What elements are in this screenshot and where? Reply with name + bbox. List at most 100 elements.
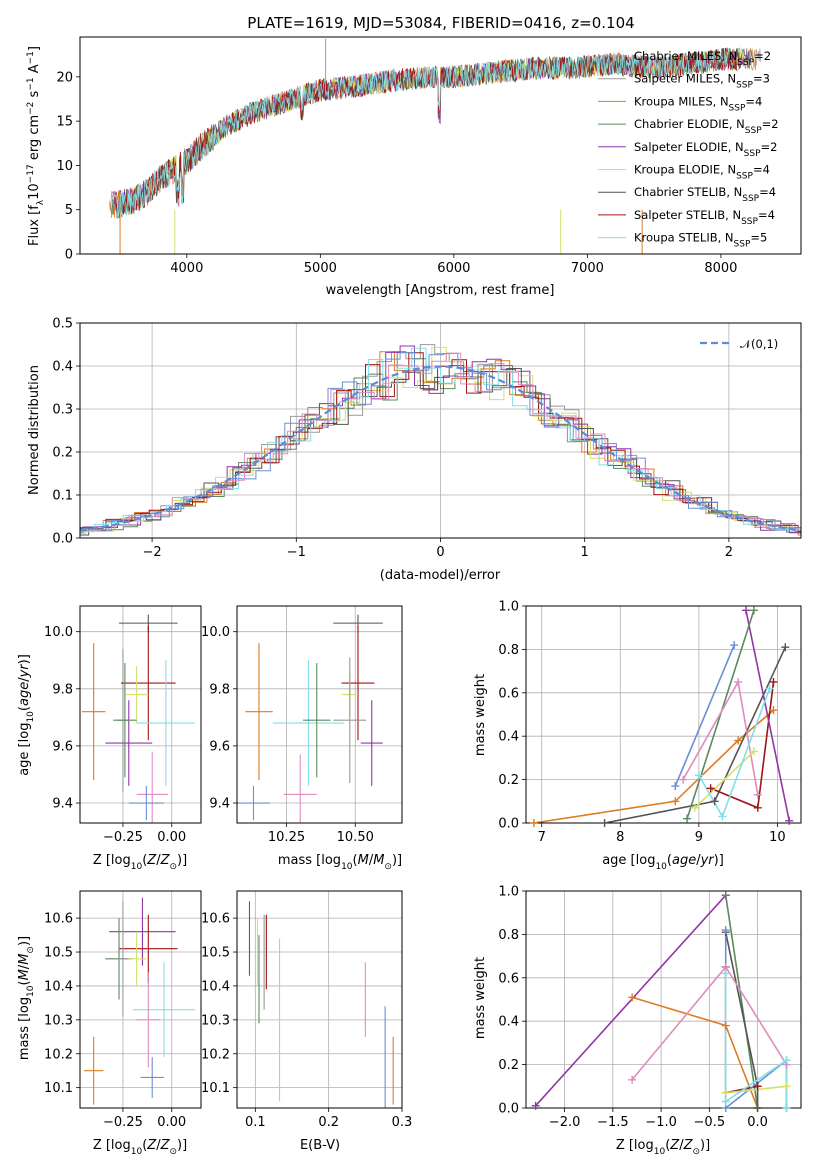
mass-vs-Z-panel-frame: [79, 890, 202, 1109]
y-tick-label: 1.0: [498, 885, 519, 900]
y-tick-label: 10.4: [44, 979, 73, 994]
y-tick-label: 0.0: [498, 817, 519, 832]
normal-curve: [80, 365, 801, 532]
histogram-step: [80, 352, 801, 531]
weight-line: [745, 610, 790, 821]
residual-panel-plot: [80, 344, 801, 537]
y-tick-label: 0.8: [498, 643, 519, 658]
y-tick-label: 10.0: [201, 625, 230, 640]
plus-marker: [721, 1021, 730, 1030]
legend-entry: Kroupa ELODIE, NSSP=4: [634, 163, 770, 182]
plus-marker: [753, 1082, 762, 1091]
y-tick-label: 10: [56, 159, 73, 174]
weight-vs-age-panel: 7 8 9 10 0.0 0.2 0.4 0.6 0.8 1.0 age [log10(age/yr…: [473, 600, 802, 872]
y-axis-label: age [log10(age/yr)]: [17, 654, 36, 776]
plus-marker: [749, 747, 758, 756]
x-axis-label: Z [log10(Z/Z⊙)]: [93, 1138, 187, 1157]
residual-panel: −2 −1 0 1 2 0.0 0.1 0.2 0.3 0.4 0.5 𝒩(0,1) (data-mod…: [27, 317, 802, 583]
mass-vs-ebv-panel: 0.1 0.2 0.3 10.1 10.2 10.3 10.4 10.5 10.6 E(B-V): [201, 890, 412, 1153]
y-tick-label: 9.6: [209, 739, 230, 754]
histogram-step: [80, 352, 801, 534]
x-tick-label: −1.0: [645, 1115, 677, 1130]
mass-vs-ebv-panel-plot: [248, 901, 394, 1108]
plus-marker: [721, 891, 730, 900]
y-tick-label: 10.6: [201, 912, 230, 927]
y-tick-label: 10.2: [44, 1047, 73, 1062]
legend-entry: Kroupa STELIB, NSSP=5: [634, 231, 767, 250]
x-axis-label: (data-model)/error: [380, 568, 501, 583]
plus-marker: [782, 1082, 791, 1091]
weight-vs-age-panel-frame: [525, 605, 802, 824]
spectrum-legend: Chabrier MILES, NSSP=2 Salpeter MILES, NS…: [598, 49, 779, 250]
figure-title: PLATE=1619, MJD=53084, FIBERID=0416, z=0…: [247, 14, 634, 32]
x-axis-label: Z [log10(Z/Z⊙)]: [93, 853, 187, 872]
x-tick-label: 10: [769, 830, 786, 845]
plus-marker: [628, 993, 637, 1002]
legend-entry: Salpeter MILES, NSSP=3: [634, 72, 770, 91]
x-tick-label: 0.00: [157, 1115, 186, 1130]
y-axis-label: mass weight: [473, 674, 488, 756]
y-tick-label: 0.6: [498, 686, 519, 701]
y-tick-label: 0.4: [498, 1015, 519, 1030]
y-tick-label: 0.2: [498, 1058, 519, 1073]
x-tick-label: 8: [616, 830, 624, 845]
y-tick-label: 0.1: [52, 489, 73, 504]
x-axis-label: wavelength [Angstrom, rest frame]: [326, 283, 555, 298]
plus-marker: [753, 803, 762, 812]
y-tick-label: 0.8: [498, 928, 519, 943]
y-tick-label: 15: [56, 115, 73, 130]
age-vs-Z-panel-frame: [79, 605, 202, 824]
plus-marker: [753, 790, 762, 799]
plus-marker: [721, 969, 730, 978]
x-tick-label: 10.25: [268, 830, 305, 845]
y-axis-label: Flux [fλ10−17 erg cm−2 s−1 A−1]: [26, 46, 46, 246]
x-tick-label: 0.2: [318, 1115, 339, 1130]
spectrum-line: [116, 47, 734, 217]
plus-marker: [734, 677, 743, 686]
plus-marker: [690, 803, 699, 812]
spectrum-panel: 4000 5000 6000 7000 8000 0 5 10 15 20 wavelength […: [26, 36, 802, 298]
x-tick-label: −1: [287, 545, 306, 560]
x-tick-label: 0.1: [245, 1115, 266, 1130]
age-vs-Z-panel-plot: [81, 614, 196, 823]
plus-marker: [706, 784, 715, 793]
y-tick-label: 10.4: [201, 979, 230, 994]
x-tick-label: 8000: [704, 261, 737, 276]
y-tick-label: 0.2: [52, 446, 73, 461]
x-axis-label: mass [log10(M/M⊙)]: [278, 853, 402, 872]
y-tick-label: 10.6: [44, 912, 73, 927]
weight-line: [724, 895, 759, 1108]
x-tick-label: −0.5: [694, 1115, 726, 1130]
y-tick-label: 0.4: [52, 360, 73, 375]
x-tick-label: 5000: [304, 261, 337, 276]
y-axis-label: mass weight: [473, 957, 488, 1039]
x-tick-label: −0.25: [103, 1115, 143, 1130]
y-tick-label: 0.6: [498, 971, 519, 986]
plus-marker: [781, 643, 790, 652]
y-tick-label: 10.3: [44, 1013, 73, 1028]
y-tick-label: 5: [65, 203, 73, 218]
plus-marker: [785, 816, 794, 825]
plus-marker: [694, 771, 703, 780]
plus-marker: [730, 641, 739, 650]
x-tick-label: −2.0: [549, 1115, 581, 1130]
age-vs-mass-panel: 10.25 10.50 9.4 9.6 9.8 10.0 mass [log10(M/M⊙)…: [201, 605, 403, 872]
y-tick-label: 0.3: [52, 403, 73, 418]
mass-vs-Z-panel: −0.25 0.00 10.1 10.2 10.3 10.4 10.5 10.6 Z [log1…: [17, 890, 202, 1157]
plus-marker: [671, 797, 680, 806]
y-tick-label: 20: [56, 70, 73, 85]
plus-marker: [718, 812, 727, 821]
plus-marker: [683, 814, 692, 823]
weight-line: [535, 894, 727, 1107]
plus-marker: [600, 819, 609, 827]
y-tick-label: 10.1: [44, 1081, 73, 1096]
plus-marker: [679, 775, 688, 784]
x-axis-label: age [log10(age/yr)]: [602, 853, 724, 872]
y-tick-label: 10.5: [201, 946, 230, 961]
plus-marker: [721, 926, 730, 935]
y-tick-label: 9.8: [52, 682, 73, 697]
y-tick-label: 0.0: [52, 532, 73, 547]
plus-marker: [769, 706, 778, 715]
plus-marker: [628, 1075, 637, 1084]
x-axis-label: Z [log10(Z/Z⊙)]: [616, 1138, 710, 1157]
